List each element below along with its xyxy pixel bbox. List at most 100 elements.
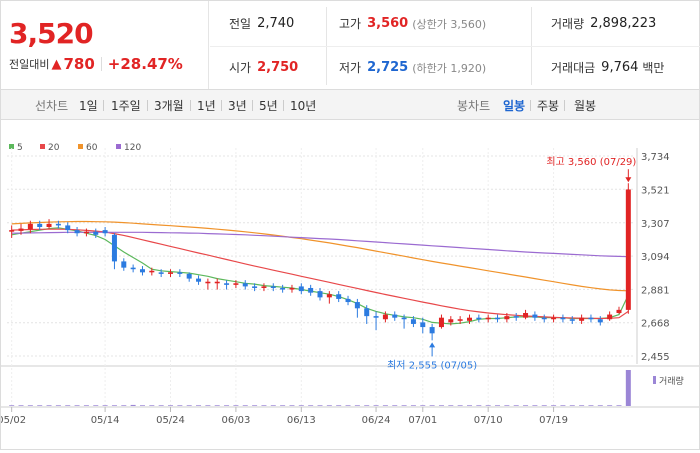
y-axis: 3,734 3,521 3,307 3,094 2,881 2,668 2,455 <box>636 148 670 364</box>
candle-body <box>476 317 482 320</box>
candle-body <box>317 291 323 298</box>
candle-body <box>18 228 24 231</box>
volume-bar <box>345 405 351 406</box>
annotations: 최고 3,560 (07/29) 최저 2,555 (07/05) <box>387 156 636 371</box>
candle-body <box>280 287 286 290</box>
stat-value: 9,764 <box>601 60 639 75</box>
volume-bar <box>373 405 379 406</box>
volume-bar <box>392 405 398 406</box>
candle-body <box>233 283 239 285</box>
volume-bar <box>65 405 71 406</box>
volume-bar <box>560 405 566 406</box>
volume-bar <box>410 405 416 406</box>
quote-panel: 3,520 전일대비 ▲ 780 +28.47% 전일 2,740 시가 2,7… <box>0 0 700 90</box>
candle-body <box>392 314 398 318</box>
candle-body <box>46 223 52 227</box>
volume-bar <box>196 405 202 406</box>
candle-body <box>93 231 99 235</box>
x-tick-label: 07/01 <box>408 415 437 426</box>
candle-body <box>532 314 538 318</box>
tab-separator <box>190 100 191 111</box>
volume-bar <box>102 405 108 406</box>
high-arrow-head <box>625 177 632 183</box>
candle-body <box>130 267 136 270</box>
stat-low: 저가 2,725 (하한가 1,920) <box>339 59 486 76</box>
stat-label: 전일 <box>229 17 252 31</box>
price-box: 3,520 전일대비 ▲ 780 +28.47% <box>1 1 209 89</box>
price-chart[interactable]: 5 20 60 120 3,734 3,521 3,307 3,094 2,881 2,668 2… <box>0 120 699 449</box>
tab-5year[interactable]: 5년 <box>259 99 278 113</box>
stat-prev-close: 전일 2,740 <box>229 15 294 32</box>
tab-weekly[interactable]: 주봉 <box>537 99 560 113</box>
tab-1week[interactable]: 1주일 <box>111 99 141 113</box>
change-amount: 780 <box>63 55 95 73</box>
volume-bar <box>625 370 631 406</box>
volume-bar <box>121 405 127 406</box>
x-tick-label: 05/02 <box>1 415 26 426</box>
tab-3month[interactable]: 3개월 <box>154 99 184 113</box>
up-arrow-icon: ▲ <box>51 56 62 72</box>
x-tick-label: 07/10 <box>474 415 503 426</box>
candle-body <box>364 308 370 317</box>
volume-bar <box>186 405 192 406</box>
candle-body <box>466 317 472 321</box>
volume-legend-swatch <box>653 376 656 384</box>
tab-monthly[interactable]: 월봉 <box>574 99 597 113</box>
volume-bar <box>261 405 267 406</box>
volume-bar <box>214 405 220 406</box>
candle-body <box>242 283 248 287</box>
candle-body <box>597 319 603 323</box>
volume-bar <box>597 405 603 406</box>
candle-body <box>326 294 332 298</box>
volume-bar <box>233 405 239 406</box>
candle-body <box>513 316 519 318</box>
candle-body <box>289 287 295 290</box>
stat-value: 2,898,223 <box>590 16 657 31</box>
volume-bar <box>149 405 155 406</box>
period-tabs: 선차트 1일 1주일 3개월 1년 3년 5년 10년 봉차트 일봉 주봉 월봉 <box>0 90 700 120</box>
stat-trade-amount: 거래대금 9,764 백만 <box>551 59 664 76</box>
volume-bar <box>270 405 276 406</box>
volume-bar <box>298 405 304 406</box>
volume-bar <box>364 405 370 406</box>
stat-open: 시가 2,750 <box>229 59 298 76</box>
candle-body <box>336 294 342 299</box>
volume-bar <box>289 405 295 406</box>
legend-swatch-20 <box>40 144 45 149</box>
candle-body <box>410 319 416 324</box>
stat-value: 3,560 <box>367 16 409 31</box>
tab-10year[interactable]: 10년 <box>290 99 317 113</box>
candle-body <box>55 223 61 226</box>
volume-bar <box>588 405 594 406</box>
stat-label: 시가 <box>229 61 252 75</box>
volume-bar <box>93 405 99 406</box>
volume-bar <box>55 405 61 406</box>
tab-separator <box>530 100 531 111</box>
volume-bar <box>168 405 174 406</box>
volume-bar <box>523 405 529 406</box>
tab-1year[interactable]: 1년 <box>197 99 216 113</box>
candle-body <box>65 225 71 231</box>
candle-body <box>168 272 174 274</box>
candle-body <box>177 272 183 274</box>
x-tick-label: 06/13 <box>287 415 316 426</box>
volume-bar <box>130 404 136 406</box>
stat-value: 2,750 <box>257 60 299 75</box>
tab-separator <box>221 100 222 111</box>
candle-body <box>158 272 164 274</box>
volume-bar <box>336 405 342 406</box>
y-tick-label: 3,734 <box>641 152 670 163</box>
volume-bar <box>308 405 314 406</box>
tab-daily[interactable]: 일봉 <box>503 99 526 113</box>
legend-label-60: 60 <box>86 143 98 153</box>
tab-1day[interactable]: 1일 <box>79 99 98 113</box>
candle-body <box>495 317 501 320</box>
candle-body <box>270 286 276 288</box>
candle-body <box>579 317 585 321</box>
volume-bar <box>485 405 491 406</box>
tab-3year[interactable]: 3년 <box>228 99 247 113</box>
tab-separator <box>147 100 148 111</box>
change-label: 전일대비 <box>9 58 50 71</box>
candle-body <box>308 287 314 293</box>
divider <box>100 57 102 71</box>
